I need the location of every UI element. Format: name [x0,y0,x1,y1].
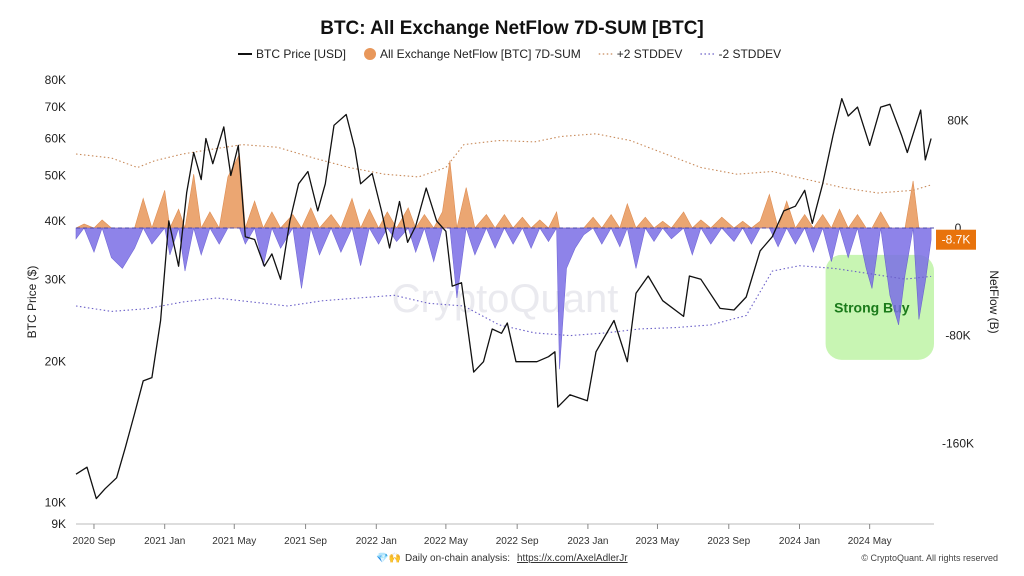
price-layer [75,97,932,500]
x-axis-ticks: 2020 Sep 2021 Jan 2021 May 2021 Sep 2022 Jan… [73,523,934,547]
left-axis-title: BTC Price ($) [25,266,39,339]
x-tick-label: 2021 Sep [284,536,327,547]
copyright-text: © CryptoQuant. All rights reserved [861,553,998,563]
legend-item-0[interactable]: BTC Price [USD] [238,47,346,61]
left-axis-ticks: 80K 70K 60K 50K 40K 30K 20K 10K 9K [45,73,66,531]
annotation-group: Strong Buy [825,254,934,360]
left-tick-label: 20K [45,355,66,369]
right-tick-label: 0 [955,221,962,235]
left-tick-label: 80K [45,73,66,87]
right-tick-label: 80K [947,113,968,127]
x-tick-label: 2022 May [424,536,468,547]
x-tick-label: 2023 Sep [707,536,750,547]
x-tick-label: 2022 Jan [356,536,397,547]
left-tick-label: 40K [45,214,66,228]
right-axis-ticks: 80K 0 -80K -160K [942,113,974,450]
legend-item-1[interactable]: All Exchange NetFlow [BTC] 7D-SUM [364,47,581,61]
strong-buy-label: Strong Buy [834,299,910,315]
left-tick-label: 10K [45,496,66,510]
badge-background [936,229,976,250]
plus-2-stddev-line [75,133,932,194]
x-tick-label: 2020 Sep [73,536,116,547]
legend-label: +2 STDDEV [617,47,683,61]
netflow-outflow-area [75,226,932,370]
watermark-text: CryptoQuant [392,277,619,321]
legend-label: -2 STDDEV [718,47,781,61]
right-tick-label: -160K [942,436,974,450]
footer: 💎🙌 Daily on-chain analysis: https://x.co… [376,552,998,564]
left-tick-label: 70K [45,100,66,114]
footer-prefix: Daily on-chain analysis: [405,553,510,564]
badge-label: -8.7K [942,233,971,247]
stddev-layer [75,133,932,337]
x-tick-label: 2022 Sep [496,536,539,547]
legend: BTC Price [USD] All Exchange NetFlow [BTC… [238,47,781,61]
legend-label: BTC Price [USD] [256,47,346,61]
x-tick-label: 2024 Jan [779,536,820,547]
x-tick-label: 2023 May [636,536,680,547]
left-tick-label: 9K [51,517,66,531]
right-tick-label: -80K [945,329,970,343]
right-axis-title: NetFlow (B) [987,270,1001,333]
strong-buy-box [825,254,934,360]
legend-item-2[interactable]: +2 STDDEV [598,47,683,61]
x-tick-label: 2023 Jan [567,536,608,547]
netflow-layer [75,152,932,370]
left-tick-label: 30K [45,272,66,286]
current-value-badge: -8.7K [936,229,976,250]
legend-dot-marker [364,48,377,60]
legend-label: All Exchange NetFlow [BTC] 7D-SUM [380,47,581,61]
left-tick-label: 50K [45,169,66,183]
footer-link[interactable]: https://x.com/AxelAdlerJr [517,553,628,564]
x-tick-label: 2024 May [848,536,892,547]
x-tick-label: 2021 May [212,536,256,547]
netflow-inflow-area [75,152,932,230]
minus-2-stddev-line [75,265,932,337]
legend-item-3[interactable]: -2 STDDEV [700,47,781,61]
footer-icons: 💎🙌 [376,552,401,564]
x-tick-label: 2021 Jan [144,536,185,547]
btc-price-line [75,97,932,500]
chart-title: BTC: All Exchange NetFlow 7D-SUM [BTC] [320,18,704,39]
left-tick-label: 60K [45,131,66,145]
